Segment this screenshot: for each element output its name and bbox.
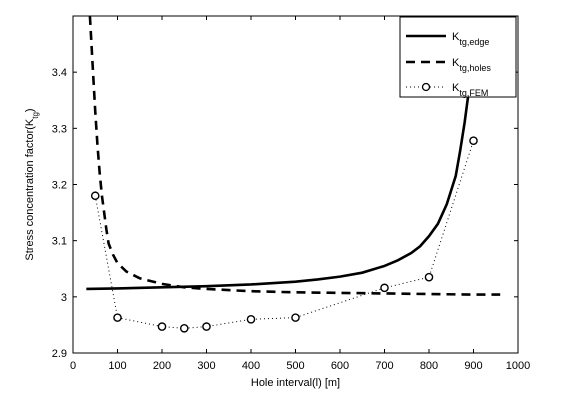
fem-data-point: [202, 322, 211, 331]
y-tick-label: 2.9: [52, 348, 67, 360]
y-tick-label: 3.3: [52, 123, 67, 135]
fem-data-point: [113, 313, 122, 322]
series-layer: [86, 16, 501, 333]
x-tick-label: 100: [108, 360, 126, 372]
x-tick-label: 500: [286, 360, 304, 372]
y-tick-label: 3: [61, 292, 67, 304]
fem-data-point: [469, 136, 478, 145]
legend-marker-fem: [421, 82, 431, 92]
x-axis-label: Hole interval(l) [m]: [251, 377, 340, 389]
fem-data-point: [380, 283, 389, 293]
legend-box: [399, 16, 517, 98]
legend-label-edge: Ktg,edge: [452, 31, 489, 47]
x-tick-label: 1000: [506, 360, 530, 372]
x-tick-label: 200: [153, 360, 171, 372]
y-axis-label: Stress concentration factor(Ktg): [24, 108, 40, 260]
y-tick-label: 3.1: [52, 236, 67, 248]
series-line-fem: [94, 140, 474, 329]
x-tick-label: 400: [242, 360, 260, 372]
x-tick-label: 800: [420, 360, 438, 372]
x-tick-label: 700: [375, 360, 393, 372]
y-tick-label: 3.4: [52, 67, 67, 79]
x-axis: 0 100 200 300 400 500 600 700 800 900 1000: [70, 16, 530, 372]
series-line-holes: [88, 16, 501, 296]
series-line-edge: [86, 16, 480, 291]
x-tick-label: 600: [331, 360, 349, 372]
y-tick-label: 3.2: [52, 180, 67, 192]
legend-label-fem: Ktg,FEM: [452, 82, 488, 98]
y-axis: 2.9 3 3.1 3.2 3.3 3.4: [52, 67, 518, 360]
x-tick-label: 0: [70, 360, 76, 372]
fem-data-point: [90, 191, 100, 201]
fem-data-point: [291, 313, 300, 322]
fem-data-point: [157, 322, 167, 331]
x-tick-label: 900: [464, 360, 482, 372]
legend: Ktg,edge Ktg,holes Ktg,FEM: [399, 16, 517, 98]
fem-data-point: [246, 314, 256, 324]
fem-data-point: [424, 272, 434, 282]
fem-data-point: [179, 323, 189, 333]
legend-label-holes: Ktg,holes: [452, 57, 491, 73]
x-tick-label: 300: [197, 360, 215, 372]
